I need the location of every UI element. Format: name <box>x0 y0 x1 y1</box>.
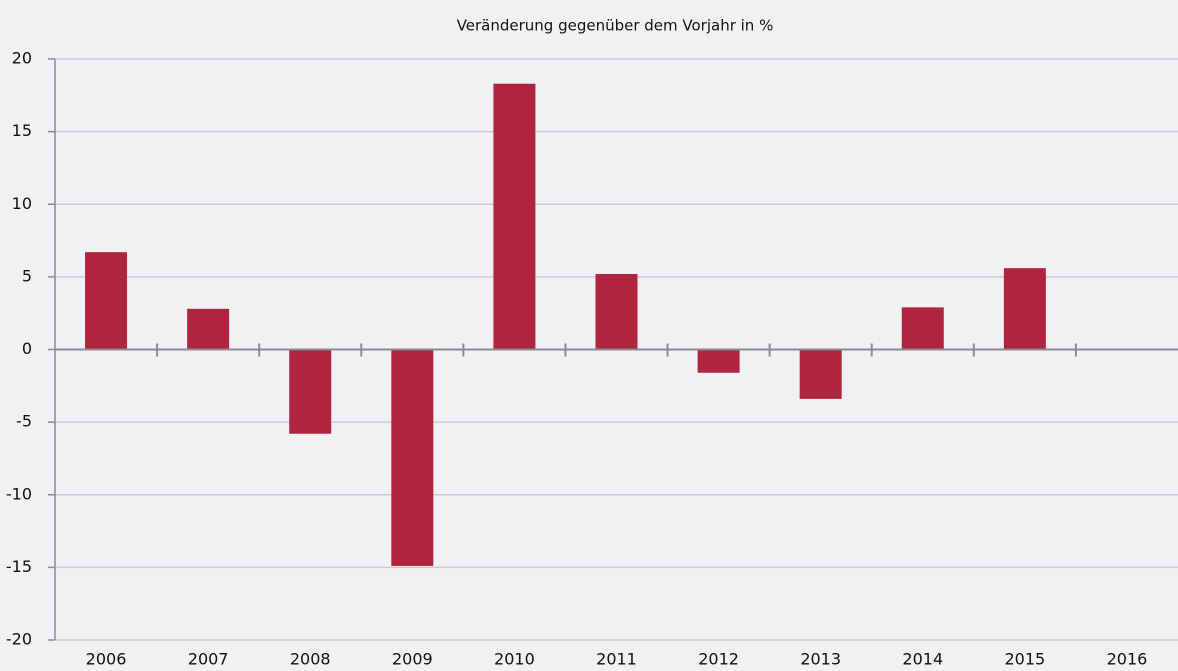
y-tick-label: 5 <box>22 266 32 285</box>
y-tick-label: -20 <box>6 630 32 649</box>
bar <box>391 349 434 566</box>
bar <box>289 349 332 434</box>
x-tick-label: 2013 <box>800 650 841 669</box>
x-tick-label: 2010 <box>494 650 535 669</box>
bar <box>595 273 638 350</box>
x-tick-label: 2011 <box>596 650 637 669</box>
y-tick-label: 15 <box>12 121 32 140</box>
y-tick-label: -10 <box>6 484 32 503</box>
y-tick-label: 0 <box>22 339 32 358</box>
chart-title: Veränderung gegenüber dem Vorjahr in % <box>457 17 774 35</box>
y-tick-label: -5 <box>16 412 32 431</box>
y-tick-label: -15 <box>6 557 32 576</box>
x-tick-label: 2015 <box>1005 650 1046 669</box>
x-tick-label: 2014 <box>902 650 943 669</box>
x-tick-label: 2012 <box>698 650 739 669</box>
x-tick-label: 2009 <box>392 650 433 669</box>
bar <box>493 83 536 350</box>
x-tick-label: 2008 <box>290 650 331 669</box>
bar <box>799 349 842 399</box>
bar <box>901 307 944 350</box>
bar <box>85 252 128 350</box>
y-tick-label: 10 <box>12 194 32 213</box>
bar <box>187 308 230 350</box>
y-tick-label: 20 <box>12 49 32 68</box>
x-tick-label: 2006 <box>86 650 127 669</box>
x-tick-label: 2016 <box>1107 650 1148 669</box>
x-tick-label: 2007 <box>188 650 229 669</box>
bar <box>1003 268 1046 350</box>
bar <box>697 349 740 373</box>
